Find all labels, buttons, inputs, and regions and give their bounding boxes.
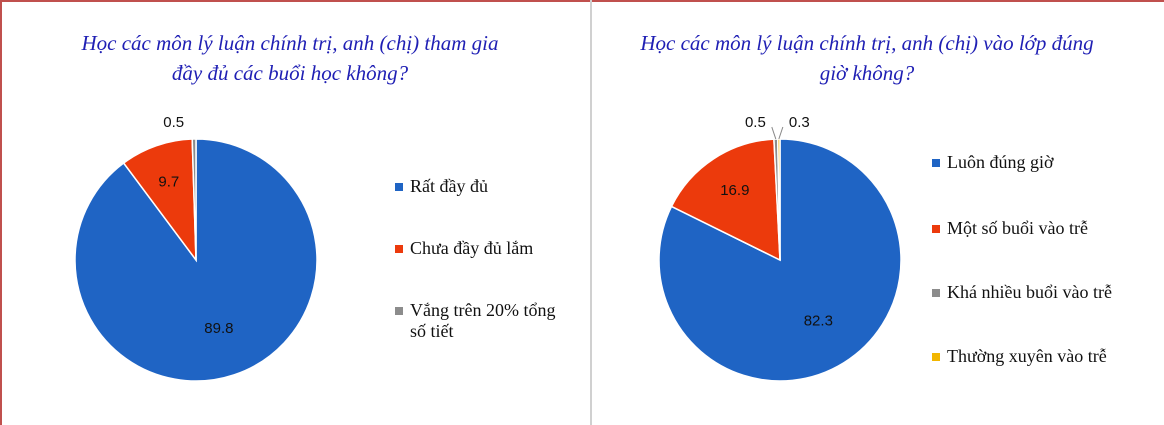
legend-item: Rất đầy đủ	[395, 176, 570, 197]
chart-title: Học các môn lý luận chính trị, anh (chị)…	[640, 31, 1094, 85]
legend-swatch	[932, 289, 940, 297]
data-label: 89.8	[204, 320, 233, 337]
legend-item: Vắng trên 20% tổng số tiết	[395, 300, 570, 342]
legend-item: Một số buổi vào trễ	[932, 218, 1162, 239]
legend-label: Một số buổi vào trễ	[947, 218, 1088, 238]
legend-label: Luôn đúng giờ	[947, 152, 1054, 172]
data-label: 16.9	[720, 182, 749, 199]
leader-line	[771, 126, 777, 140]
pie-slice	[122, 138, 197, 263]
legend-label: Thường xuyên vào trễ	[947, 346, 1107, 366]
data-label: 0.5	[745, 114, 766, 131]
legend-swatch	[395, 307, 403, 315]
legend-swatch	[395, 245, 403, 253]
legend-swatch	[932, 353, 940, 361]
legend-swatch	[932, 159, 940, 167]
chart-panel: Học các môn lý luận chính trị, anh (chị)…	[592, 0, 1164, 425]
divider	[590, 0, 592, 425]
pie-chart: 89.8 9.7 0.5	[74, 114, 318, 382]
left-border	[0, 0, 2, 425]
legend-item: Khá nhiều buổi vào trễ	[932, 282, 1162, 303]
legend-label: Vắng trên 20% tổng số tiết	[410, 300, 556, 341]
pie-slice	[670, 138, 781, 262]
leader-line	[778, 126, 784, 140]
data-label: 0.3	[789, 114, 810, 131]
pie-slice	[191, 138, 197, 261]
legend-label: Khá nhiều buổi vào trễ	[947, 282, 1112, 302]
data-label: 0.5	[163, 114, 184, 131]
legend-label: Chưa đầy đủ lắm	[410, 238, 534, 258]
legend-label: Rất đầy đủ	[410, 176, 488, 196]
legend-item: Chưa đầy đủ lắm	[395, 238, 570, 259]
legend-swatch	[395, 183, 403, 191]
pie-chart: 82.3 16.9 0.5 0.3	[658, 114, 902, 382]
data-label: 82.3	[804, 313, 833, 330]
legend-swatch	[932, 225, 940, 233]
chart-title: Học các môn lý luận chính trị, anh (chị)…	[81, 31, 499, 85]
legend-item: Luôn đúng giờ	[932, 152, 1162, 173]
top-border	[0, 0, 1164, 2]
chart-panel: Học các môn lý luận chính trị, anh (chị)…	[74, 31, 570, 382]
legend-item: Thường xuyên vào trễ	[932, 346, 1162, 367]
data-label: 9.7	[158, 173, 179, 190]
